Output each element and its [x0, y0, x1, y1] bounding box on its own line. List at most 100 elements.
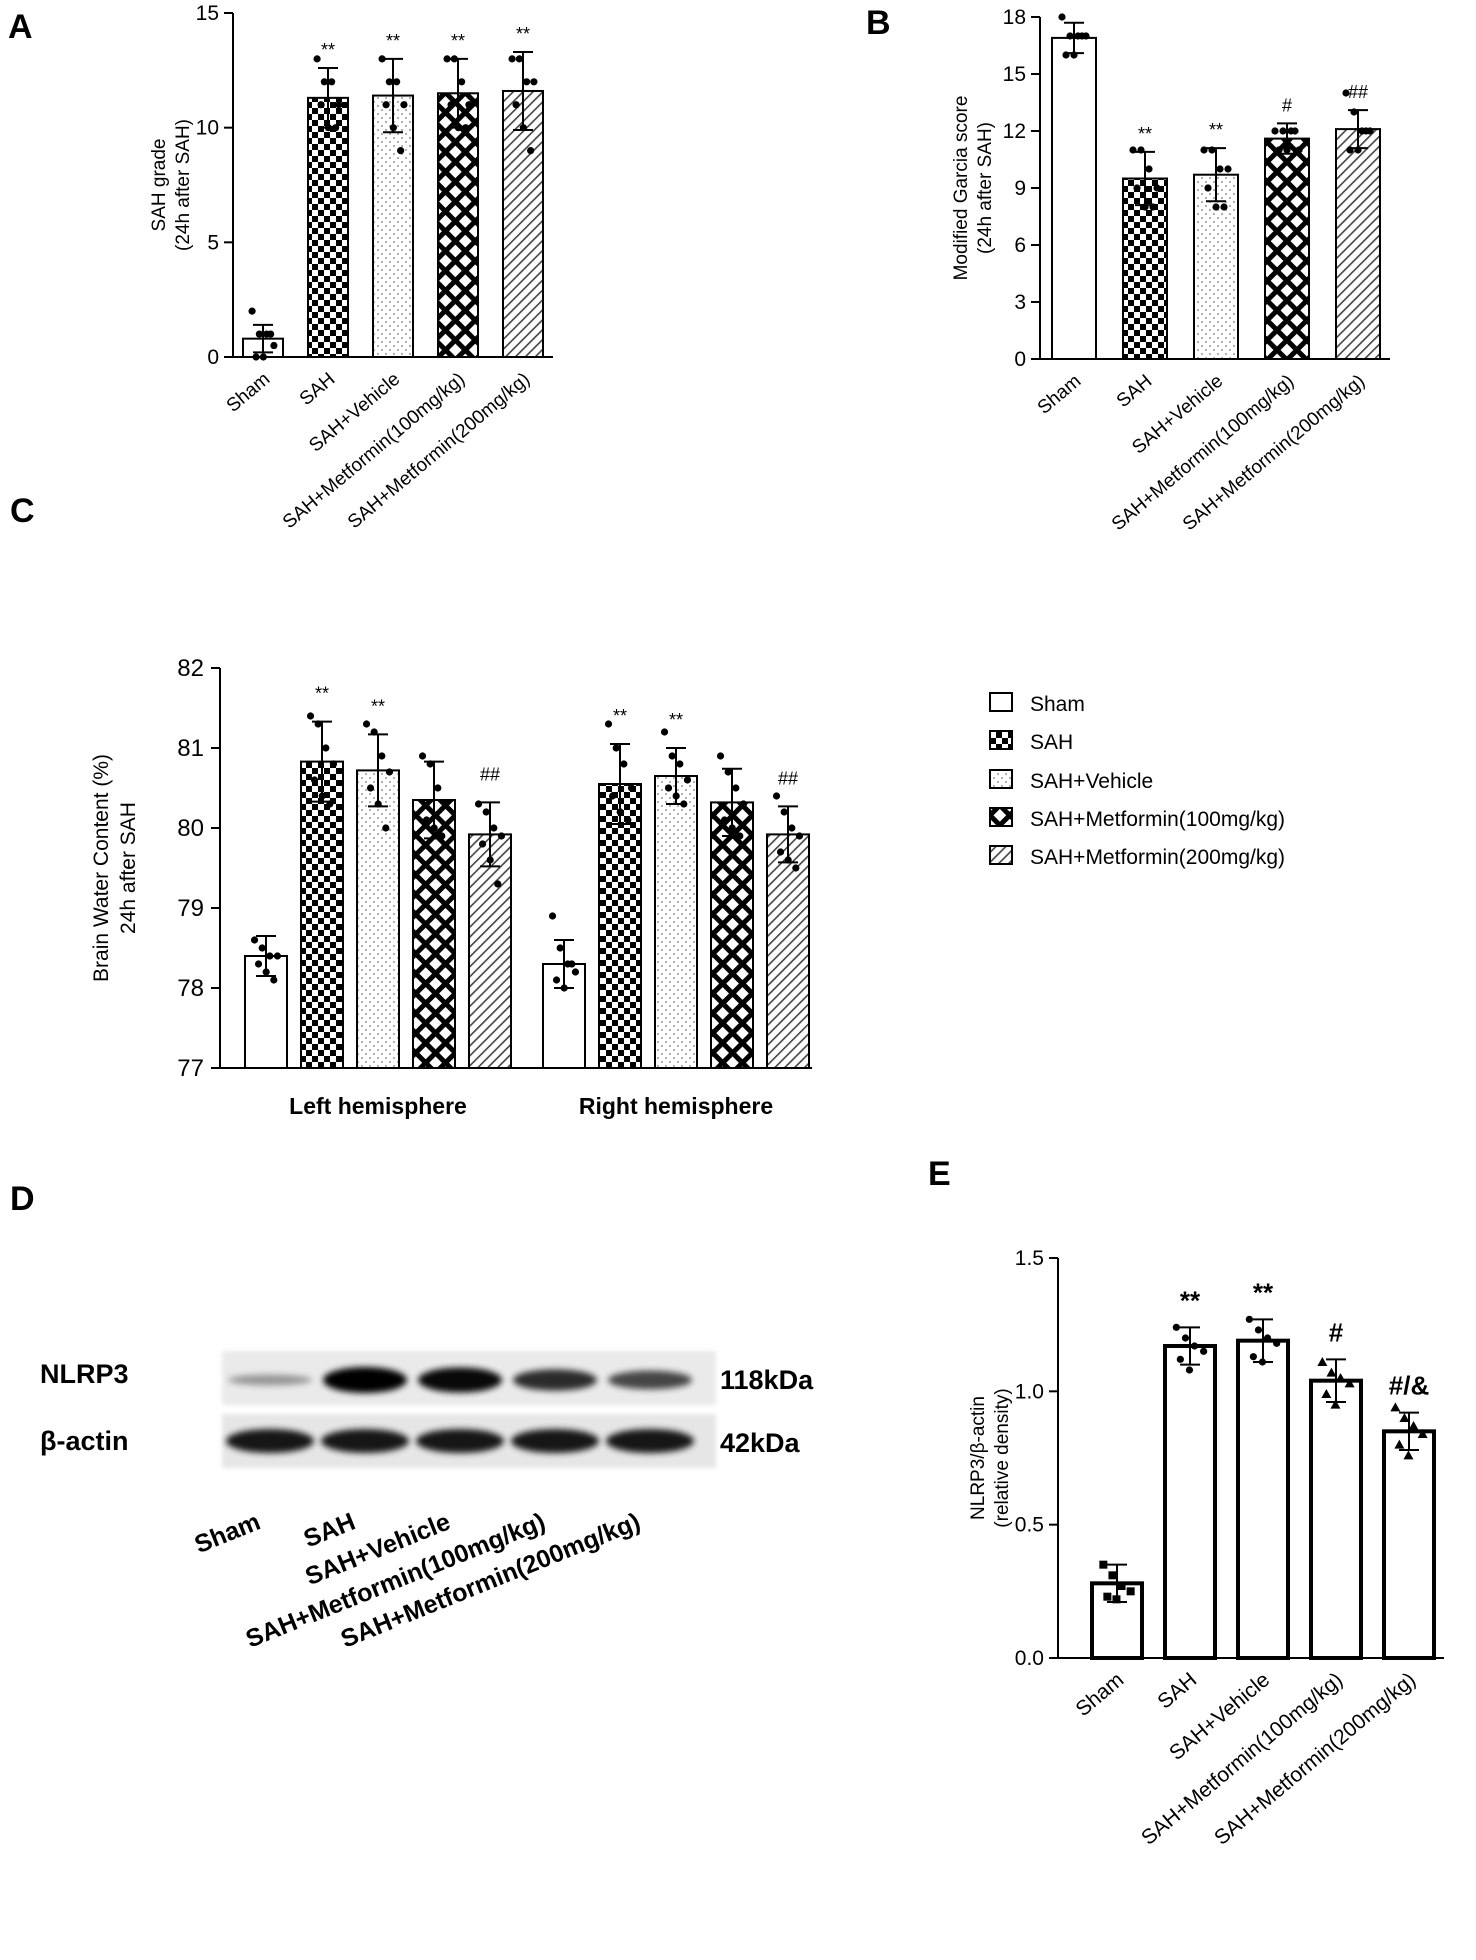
- bar: [502, 89, 544, 359]
- y-axis-title-line: Brain Water Content (%): [90, 754, 113, 982]
- legend-label-metformin-100: SAH+Metformin(100mg/kg): [1030, 808, 1285, 831]
- data-point: [252, 353, 260, 361]
- blot-size-nlrp3: 118kDa: [720, 1365, 814, 1395]
- legend-swatch-metformin-200: [989, 845, 1013, 865]
- data-point: [1200, 1347, 1208, 1355]
- data-point: [254, 960, 263, 968]
- x-group-label: Left hemisphere: [289, 1093, 467, 1119]
- data-point: [1204, 184, 1212, 192]
- data-point: [1283, 146, 1291, 154]
- y-tick-label: 1.0: [1015, 1380, 1044, 1403]
- significance-label: **: [1180, 1285, 1201, 1315]
- data-point: [523, 78, 531, 86]
- data-point: [270, 976, 278, 984]
- data-point: [1117, 1582, 1126, 1590]
- data-point: [512, 101, 520, 109]
- legend-item-sah: SAH: [989, 730, 1073, 754]
- data-point: [1176, 1355, 1184, 1363]
- x-category-label: Sham: [223, 369, 275, 417]
- y-tick-label: 0.0: [1015, 1647, 1044, 1670]
- data-point: [314, 720, 322, 728]
- legend-swatch-metformin-100: [989, 807, 1013, 827]
- bar: [1335, 128, 1381, 360]
- data-point: [1181, 1334, 1190, 1342]
- data-point: [672, 792, 680, 800]
- bar: [598, 783, 642, 1069]
- data-point: [1263, 1334, 1272, 1342]
- data-point: [374, 800, 382, 808]
- data-point: [1403, 1450, 1414, 1460]
- data-point: [1208, 146, 1216, 154]
- data-point: [1275, 146, 1283, 154]
- data-point: [385, 78, 393, 86]
- panel-letter-d: D: [10, 1180, 35, 1218]
- significance-label: **: [315, 684, 329, 704]
- data-point: [426, 760, 434, 768]
- data-point: [571, 968, 580, 976]
- data-point: [465, 101, 473, 109]
- data-point: [378, 752, 386, 760]
- legend-swatch-sah: [989, 730, 1013, 750]
- data-point: [1153, 184, 1161, 192]
- y-tick-label: 12: [1003, 120, 1026, 143]
- significance-label: **: [371, 696, 385, 716]
- legend-item-metformin-100: SAH+Metformin(100mg/kg): [989, 807, 1285, 831]
- data-point: [1078, 32, 1086, 40]
- data-point: [1185, 1366, 1194, 1374]
- legend: Sham SAH SAH+Vehicle SAH+Metformin(100mg…: [989, 692, 1285, 869]
- data-point: [1279, 127, 1287, 135]
- data-point: [1066, 32, 1074, 40]
- data-point: [1190, 1342, 1199, 1350]
- data-point: [434, 784, 442, 792]
- blot-band-nlrp3: [323, 1367, 407, 1393]
- chart-b-garcia-score: 0 3 6 9 12 15 18 Modified Garcia score (24h afte…: [951, 6, 1390, 535]
- data-point: [508, 55, 516, 63]
- data-point: [454, 124, 462, 132]
- blot-band-actin: [226, 1429, 314, 1453]
- blot-band-actin: [416, 1429, 504, 1453]
- significance-label: **: [1138, 124, 1152, 144]
- blot-size-actin: 42kDa: [720, 1428, 801, 1458]
- significance-label: ##: [778, 768, 798, 788]
- significance-label: **: [321, 40, 335, 60]
- y-tick-label: 5: [207, 231, 219, 254]
- data-point: [515, 55, 523, 63]
- data-point: [1126, 1587, 1135, 1596]
- data-point: [385, 768, 394, 776]
- legend-swatch-sham: [989, 692, 1013, 712]
- data-point: [739, 800, 748, 808]
- data-point: [494, 880, 502, 888]
- data-point: [441, 800, 450, 808]
- blot-band-actin: [321, 1429, 409, 1453]
- data-point: [1326, 1367, 1337, 1377]
- x-category-label: Sham: [1034, 371, 1086, 419]
- data-point: [255, 330, 263, 338]
- data-point: [259, 353, 267, 361]
- data-point: [668, 752, 676, 760]
- significance-label: **: [451, 31, 465, 51]
- data-point: [478, 840, 487, 848]
- data-point: [1149, 203, 1157, 211]
- significance-label: #: [1282, 95, 1292, 115]
- bar: [1193, 173, 1239, 360]
- data-point: [370, 728, 378, 736]
- data-point: [788, 824, 796, 832]
- data-point: [332, 124, 340, 132]
- data-point: [552, 976, 561, 984]
- data-point: [1273, 1339, 1281, 1347]
- significance-label: **: [669, 710, 683, 730]
- data-point: [1399, 1413, 1410, 1422]
- bar: [1163, 1344, 1217, 1660]
- data-point: [530, 78, 538, 86]
- data-point: [568, 960, 576, 968]
- data-point: [1145, 165, 1153, 173]
- significance-label: **: [386, 31, 400, 51]
- legend-item-sah-vehicle: SAH+Vehicle: [989, 769, 1153, 793]
- data-point: [497, 832, 506, 840]
- data-point: [262, 968, 270, 976]
- y-tick-label: 80: [177, 815, 204, 842]
- x-group-label: Right hemisphere: [579, 1093, 773, 1119]
- x-category-label: SAH: [1153, 1668, 1201, 1713]
- data-point: [1200, 146, 1208, 154]
